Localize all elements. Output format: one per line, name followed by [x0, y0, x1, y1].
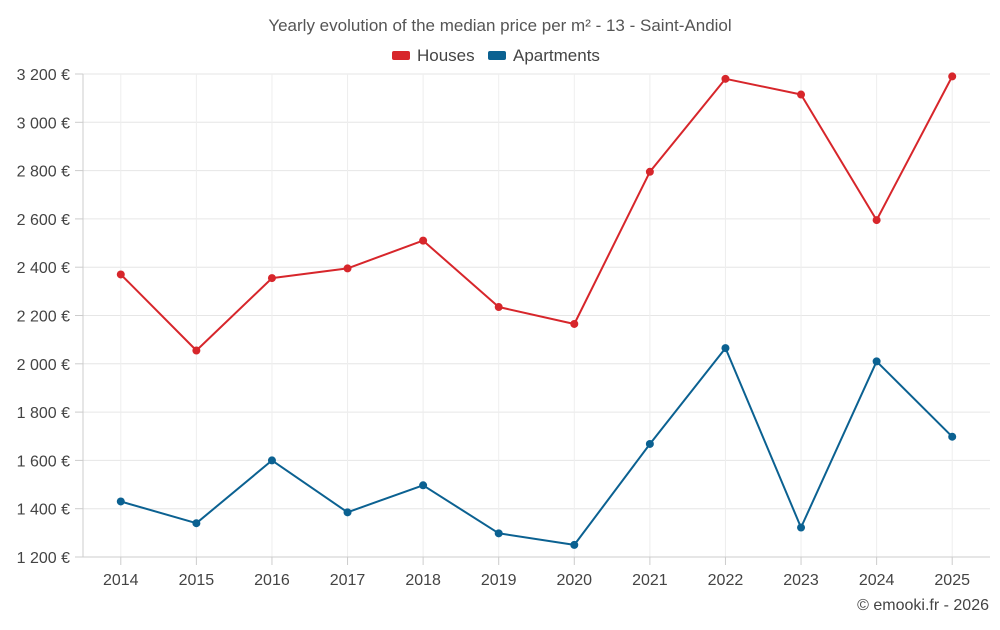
y-tick-label: 1 400 € — [17, 502, 70, 519]
series — [116, 72, 957, 549]
legend-label-houses[interactable]: Houses — [417, 46, 475, 65]
credit-text: © emooki.fr - 2026 — [857, 597, 989, 614]
legend-swatch-houses[interactable] — [392, 51, 410, 60]
y-tick-label: 2 400 € — [17, 260, 70, 277]
data-point-apartments-2019[interactable] — [494, 529, 503, 538]
y-tick-label: 1 200 € — [17, 550, 70, 567]
data-point-apartments-2021[interactable] — [645, 439, 654, 448]
x-tick-label: 2020 — [556, 572, 592, 589]
x-tick-label: 2015 — [179, 572, 215, 589]
data-point-houses-2018[interactable] — [419, 236, 428, 245]
x-tick-label: 2014 — [103, 572, 139, 589]
data-point-apartments-2016[interactable] — [267, 456, 276, 465]
x-tick-label: 2017 — [330, 572, 366, 589]
y-tick-label: 3 000 € — [17, 115, 70, 132]
data-point-apartments-2017[interactable] — [343, 508, 352, 517]
data-point-houses-2020[interactable] — [570, 319, 579, 328]
data-point-houses-2016[interactable] — [267, 274, 276, 283]
x-tick-label: 2016 — [254, 572, 290, 589]
y-tick-label: 2 000 € — [17, 357, 70, 374]
data-point-apartments-2024[interactable] — [872, 357, 881, 366]
x-tick-label: 2025 — [934, 572, 970, 589]
data-point-houses-2024[interactable] — [872, 216, 881, 225]
legend: Houses Apartments — [392, 46, 600, 65]
x-tick-label: 2024 — [859, 572, 895, 589]
y-tick-label: 1 800 € — [17, 405, 70, 422]
data-point-apartments-2020[interactable] — [570, 540, 579, 549]
data-point-apartments-2018[interactable] — [419, 481, 428, 490]
data-point-apartments-2022[interactable] — [721, 344, 730, 353]
chart-title: Yearly evolution of the median price per… — [268, 16, 731, 35]
x-tick-label: 2019 — [481, 572, 517, 589]
axes: 1 200 € 1 400 € 1 600 € 1 800 € 2 000 € 2 200… — [17, 67, 990, 589]
data-point-apartments-2025[interactable] — [948, 432, 957, 441]
legend-swatch-apartments[interactable] — [488, 51, 506, 60]
data-point-apartments-2015[interactable] — [192, 519, 201, 528]
y-tick-label: 2 600 € — [17, 212, 70, 229]
data-point-houses-2017[interactable] — [343, 264, 352, 273]
series-line-apartments — [120, 347, 953, 546]
x-tick-label: 2018 — [405, 572, 441, 589]
x-tick-label: 2021 — [632, 572, 668, 589]
x-tick-label: 2023 — [783, 572, 819, 589]
data-point-apartments-2023[interactable] — [797, 523, 806, 532]
data-point-houses-2023[interactable] — [797, 90, 806, 99]
x-tick-label: 2022 — [708, 572, 744, 589]
y-tick-label: 3 200 € — [17, 67, 70, 84]
y-tick-label: 2 800 € — [17, 164, 70, 181]
series-line-houses — [120, 75, 954, 352]
data-point-houses-2025[interactable] — [948, 72, 957, 81]
data-point-houses-2015[interactable] — [192, 346, 201, 355]
data-point-houses-2021[interactable] — [645, 167, 654, 176]
data-point-houses-2019[interactable] — [494, 303, 503, 312]
legend-label-apartments[interactable]: Apartments — [513, 46, 600, 65]
data-point-apartments-2014[interactable] — [116, 497, 125, 506]
data-point-houses-2014[interactable] — [116, 270, 125, 279]
data-point-houses-2022[interactable] — [721, 74, 730, 83]
y-tick-label: 2 200 € — [17, 309, 70, 326]
y-tick-label: 1 600 € — [17, 453, 70, 470]
